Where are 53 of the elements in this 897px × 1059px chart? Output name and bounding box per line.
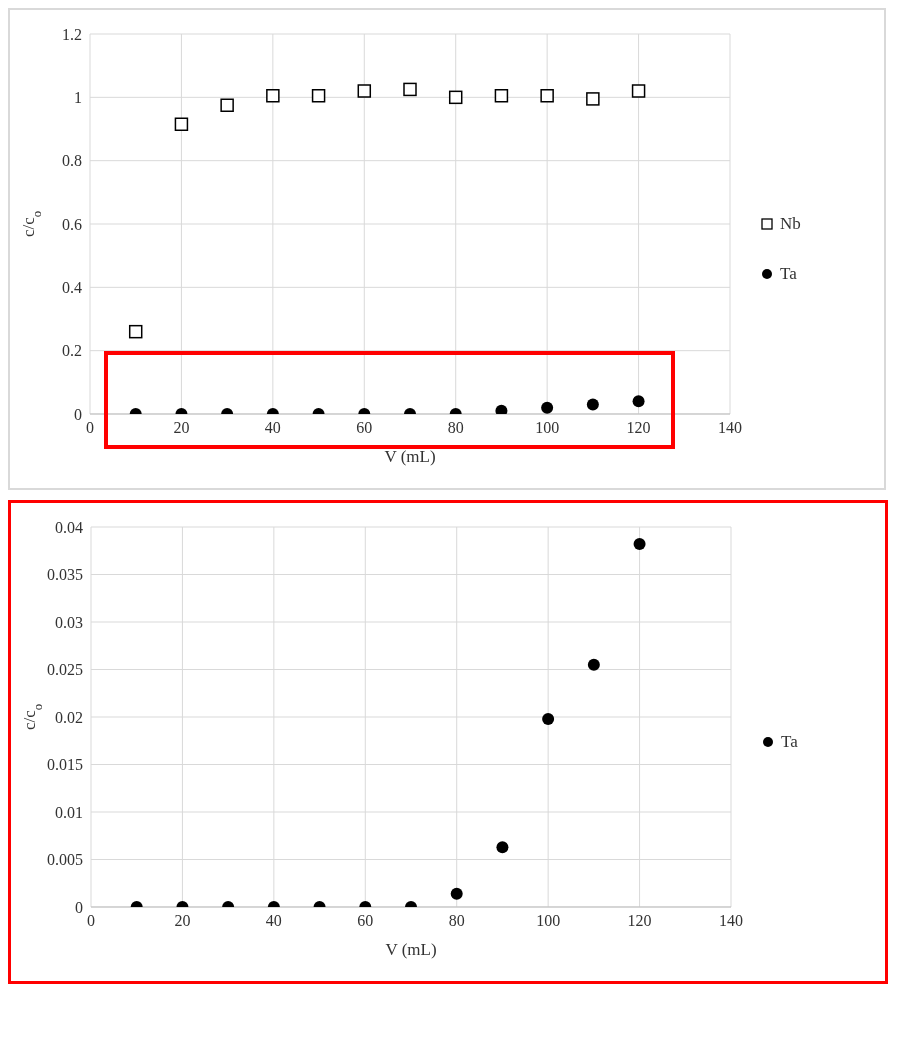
y-tick-label: 0	[75, 898, 83, 916]
y-tick-label: 1	[74, 89, 82, 107]
x-tick-label: 60	[357, 912, 374, 930]
y-tick-label: 0	[74, 405, 82, 423]
legend-label: Ta	[780, 264, 797, 284]
x-tick-label: 100	[536, 912, 561, 930]
y-tick-label: 0.025	[47, 661, 83, 679]
x-tick-label: 40	[264, 419, 281, 437]
x-tick-label: 20	[174, 912, 191, 930]
point	[311, 89, 326, 103]
x-axis-title: V (mL)	[384, 447, 436, 466]
point	[174, 117, 189, 131]
y-tick-label: 0.8	[62, 152, 82, 170]
y-tick-label: 0.02	[55, 708, 83, 726]
point	[633, 538, 646, 551]
point	[403, 82, 417, 97]
x-tick-label: 40	[265, 912, 282, 930]
x-tick-label: 80	[447, 419, 464, 437]
legend-label: Ta	[781, 732, 798, 752]
y-tick-label: 0.03	[55, 613, 83, 631]
y-tick-label: 0.035	[47, 566, 83, 584]
x-tick-label: 60	[356, 419, 373, 437]
point	[494, 89, 509, 103]
y-tick-label: 0.005	[47, 851, 83, 869]
x-tick-label: 120	[626, 419, 651, 437]
legend-label: Nb	[780, 214, 801, 234]
point	[540, 89, 554, 103]
x-tick-label: 0	[86, 419, 94, 437]
x-tick-label: 140	[719, 912, 743, 930]
y-tick-label: 0.015	[47, 756, 83, 774]
point	[220, 98, 234, 112]
x-tick-label: 140	[718, 419, 742, 437]
x-tick-label: 80	[448, 912, 465, 930]
point	[631, 84, 646, 98]
x-tick-label: 120	[627, 912, 652, 930]
point	[586, 92, 600, 106]
point	[266, 89, 280, 103]
point	[128, 324, 143, 339]
y-tick-label: 0.6	[62, 215, 82, 233]
x-tick-label: 20	[173, 419, 190, 437]
point	[587, 658, 600, 671]
point	[357, 84, 372, 98]
x-axis-title: V (mL)	[385, 940, 437, 959]
point	[542, 712, 555, 725]
y-tick-label: 0.2	[62, 342, 82, 360]
y-tick-label: 0.4	[62, 279, 82, 297]
point	[448, 90, 463, 105]
x-tick-label: 100	[535, 419, 560, 437]
y-tick-label: 0.01	[55, 803, 83, 821]
point	[495, 404, 508, 414]
y-tick-label: 1.2	[62, 25, 82, 43]
x-tick-label: 0	[87, 912, 95, 930]
y-tick-label: 0.04	[55, 518, 83, 536]
